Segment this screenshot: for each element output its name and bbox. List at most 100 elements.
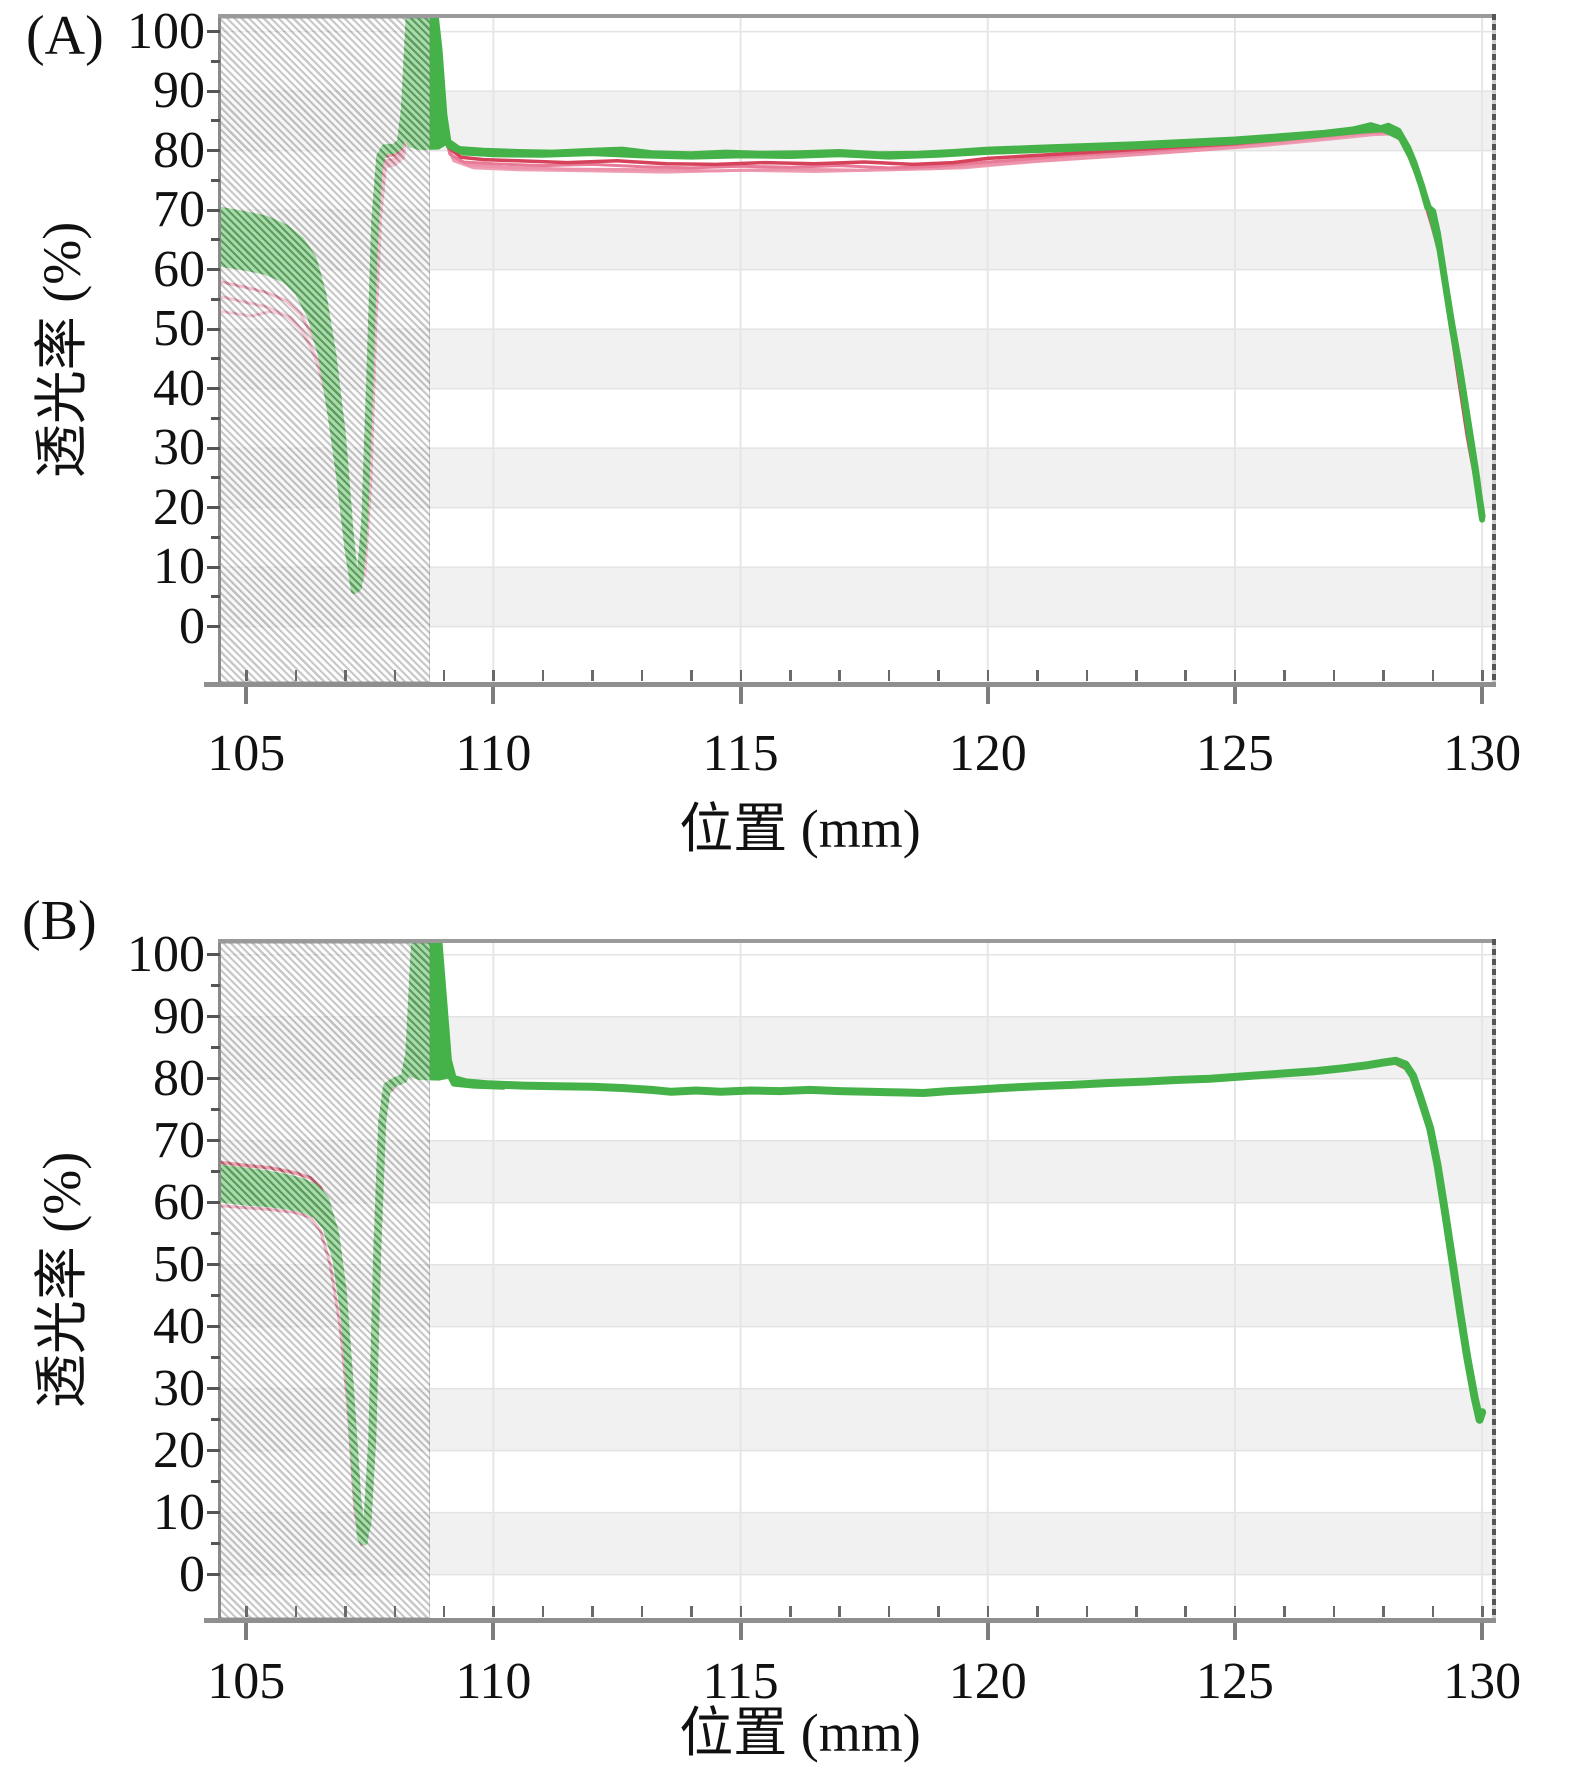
x-minor-tick [937, 670, 940, 681]
x-tick-label: 110 [455, 1653, 532, 1710]
y-tick-label: 0 [179, 1545, 205, 1603]
x-minor-tick [1233, 1606, 1237, 1617]
panel-a-label: (A) [26, 5, 104, 67]
x-major-tick [244, 1623, 249, 1640]
y-tick [207, 1387, 220, 1391]
x-tick-label: 120 [948, 1653, 1027, 1710]
y-tick [207, 1077, 220, 1081]
x-tick-label: 115 [702, 1653, 779, 1710]
x-minor-tick [887, 1606, 891, 1617]
y-tick [211, 59, 220, 63]
x-minor-tick [1283, 1606, 1286, 1617]
x-axis-line [204, 1618, 1496, 1623]
y-tick-label: 80 [153, 1049, 205, 1107]
y-tick [207, 1201, 220, 1205]
x-minor-tick [1332, 1606, 1336, 1617]
y-tick [211, 297, 220, 301]
x-major-tick [491, 687, 496, 704]
y-tick [207, 1325, 220, 1329]
y-tick [211, 1046, 220, 1050]
y-tick-label: 70 [153, 1111, 205, 1169]
x-major-tick [1480, 687, 1485, 704]
x-tick-label: 110 [455, 725, 532, 782]
y-tick-label: 30 [153, 419, 205, 477]
x-minor-tick [1382, 1606, 1385, 1617]
y-tick [207, 1573, 220, 1577]
x-major-tick [985, 687, 990, 704]
y-tick [211, 238, 220, 242]
x-minor-tick [1184, 670, 1187, 681]
y-tick [207, 1449, 220, 1453]
x-minor-tick [640, 670, 644, 681]
x-minor-tick [739, 670, 743, 681]
y-tick [211, 1170, 220, 1174]
y-tick [207, 149, 220, 153]
x-minor-tick [690, 1606, 693, 1617]
y-tick [211, 178, 220, 182]
x-minor-tick [1431, 670, 1435, 681]
x-minor-tick [541, 1606, 545, 1617]
y-tick [211, 476, 220, 480]
grid-band [220, 1264, 1492, 1327]
x-minor-tick [1135, 1606, 1138, 1617]
x-minor-tick [591, 670, 594, 681]
y-tick [211, 1418, 220, 1422]
x-minor-tick [1283, 670, 1286, 681]
y-tick-label: 10 [153, 1483, 205, 1541]
x-minor-tick [789, 670, 792, 681]
x-minor-tick [1036, 670, 1039, 681]
y-tick [211, 119, 220, 123]
y-tick-label: 80 [153, 121, 205, 179]
grid-band [220, 567, 1492, 627]
y-tick-label: 0 [179, 597, 205, 655]
plot-border-right [1492, 14, 1496, 682]
x-minor-tick [294, 1606, 298, 1617]
y-tick [211, 984, 220, 988]
y-tick-label: 90 [153, 987, 205, 1045]
y-tick-label: 100 [127, 925, 205, 983]
y-tick-label: 60 [153, 240, 205, 298]
y-tick [207, 30, 220, 34]
x-axis-title-b: 位置 (mm) [679, 1703, 921, 1763]
plot-border-top [218, 14, 1496, 18]
x-minor-tick [344, 670, 347, 681]
x-tick-label: 130 [1443, 725, 1522, 782]
x-minor-tick [986, 1606, 990, 1617]
panel-b-hatched-region [220, 943, 431, 1618]
x-tick-label: 125 [1195, 1653, 1274, 1710]
y-tick [207, 1139, 220, 1143]
x-minor-tick [1481, 1606, 1484, 1617]
plot-border-right [1492, 939, 1496, 1618]
x-minor-tick [442, 670, 446, 681]
y-tick-label: 40 [153, 1297, 205, 1355]
y-tick-label: 50 [153, 300, 205, 358]
y-tick-label: 20 [153, 1421, 205, 1479]
x-tick-label: 105 [207, 1653, 286, 1710]
y-tick-label: 40 [153, 359, 205, 417]
plot-border-left [218, 18, 221, 682]
x-axis-title-a: 位置 (mm) [679, 799, 921, 859]
x-minor-tick [1085, 670, 1089, 681]
y-tick-label: 10 [153, 538, 205, 596]
y-tick [207, 89, 220, 93]
y-tick-label: 100 [127, 2, 205, 60]
x-minor-tick [442, 1606, 446, 1617]
y-tick [207, 446, 220, 450]
grid-band [220, 1388, 1492, 1451]
x-minor-tick [986, 670, 990, 681]
x-minor-tick [1085, 1606, 1089, 1617]
grid-band [220, 1512, 1492, 1575]
grid-band [220, 448, 1492, 508]
y-tick [207, 506, 220, 510]
x-major-tick [1480, 1623, 1485, 1640]
panel-a-plot [220, 18, 1492, 682]
x-minor-tick [1382, 670, 1385, 681]
x-minor-tick [739, 1606, 743, 1617]
grid-band [220, 329, 1492, 389]
y-tick-label: 70 [153, 181, 205, 239]
x-major-tick [491, 1623, 496, 1640]
y-tick [207, 1511, 220, 1515]
plot-border-left [218, 943, 221, 1618]
x-minor-tick [937, 1606, 940, 1617]
